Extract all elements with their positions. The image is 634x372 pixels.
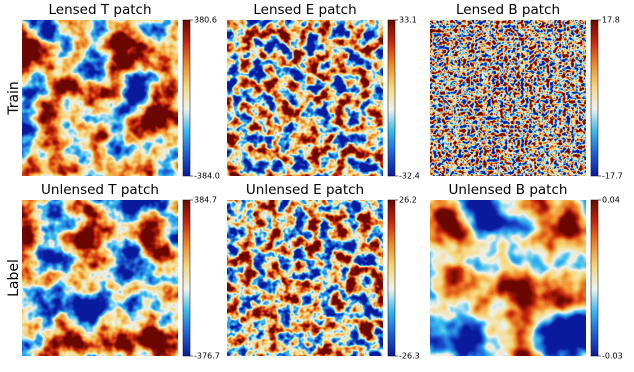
- colorbar-tick-label: -32.4: [399, 172, 420, 181]
- field-image: [227, 200, 383, 356]
- colorbar-tick-label: 33.1: [399, 16, 417, 25]
- colorbar-tick-label: -376.7: [194, 352, 220, 361]
- panel-title: Lensed B patch: [456, 2, 560, 18]
- panel-title: Unlensed T patch: [41, 182, 159, 198]
- colorbar-tick-label: 26.2: [399, 196, 417, 205]
- panel-title: Unlensed E patch: [246, 182, 364, 198]
- colorbar-tick-label: 384.7: [194, 196, 217, 205]
- colorbar-tick-label: 17.8: [602, 16, 620, 25]
- colorbar: [387, 199, 396, 357]
- field-image: [227, 20, 383, 176]
- colorbar-tick-label: -26.3: [399, 352, 420, 361]
- panel-title: Unlensed B patch: [449, 182, 568, 198]
- colorbar-tick-label: -17.7: [602, 172, 623, 181]
- panel-title: Lensed T patch: [49, 2, 152, 18]
- colorbar-tick-label: -0.03: [602, 352, 623, 361]
- row-label: Label: [6, 259, 22, 297]
- colorbar-tick-label: -384.0: [194, 172, 220, 181]
- colorbar-tick-label: 0.04: [602, 196, 620, 205]
- colorbar: [182, 19, 191, 177]
- colorbar: [590, 19, 599, 177]
- colorbar-tick-label: 380.6: [194, 16, 217, 25]
- colorbar: [182, 199, 191, 357]
- colorbar: [387, 19, 396, 177]
- field-image: [430, 200, 586, 356]
- field-image: [22, 20, 178, 176]
- row-label: Train: [6, 81, 22, 116]
- field-image: [22, 200, 178, 356]
- field-image: [430, 20, 586, 176]
- panel-title: Lensed E patch: [253, 2, 356, 18]
- colorbar: [590, 199, 599, 357]
